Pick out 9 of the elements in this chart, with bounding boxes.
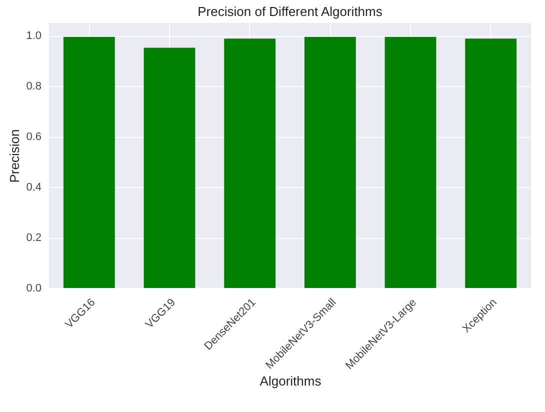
chart-title: Precision of Different Algorithms (198, 4, 383, 19)
y-tick-label: 0.2 (26, 232, 42, 244)
y-tick-label: 1.0 (26, 30, 42, 42)
y-tick-label: 0.4 (26, 182, 42, 194)
y-axis-title: Precision (7, 129, 22, 183)
y-tick-label: 0.6 (26, 131, 42, 144)
y-tick-label: 0.8 (26, 80, 42, 93)
x-axis-title: Algorithms (260, 373, 322, 388)
y-tick-label: 0.0 (26, 282, 42, 294)
